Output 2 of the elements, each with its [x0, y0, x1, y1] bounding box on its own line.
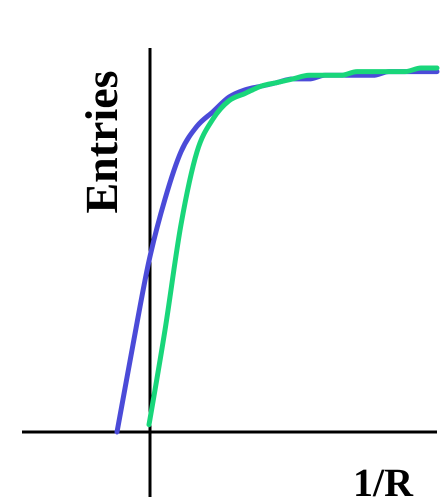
y-axis-title: Entries [76, 70, 127, 214]
x-axis-title: 1/R [353, 460, 414, 504]
